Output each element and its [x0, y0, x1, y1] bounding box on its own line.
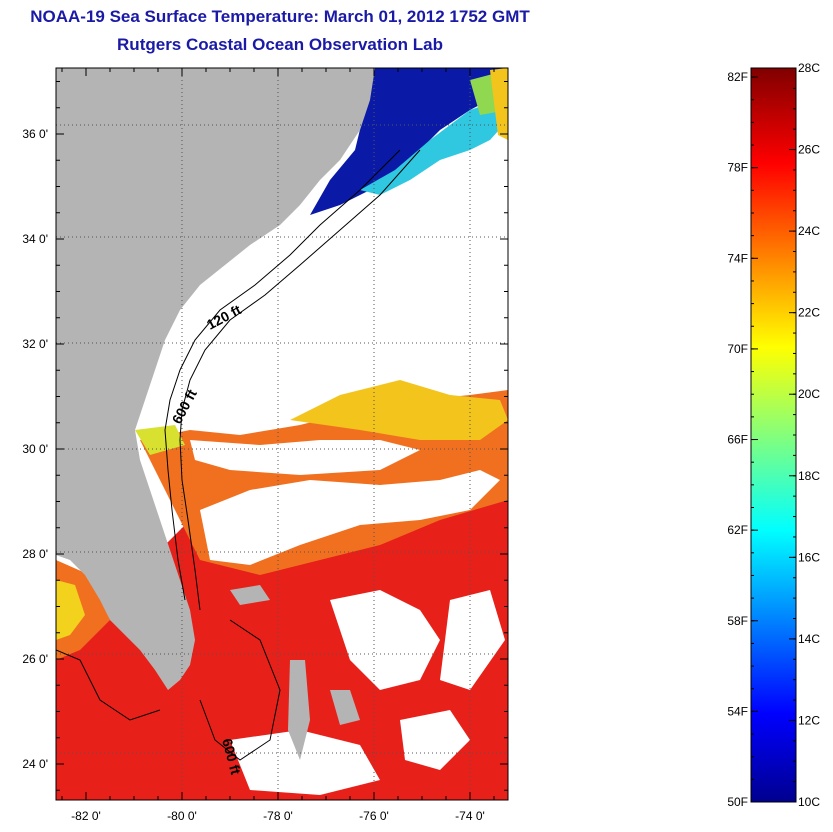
colorbar-c-label: 28C	[798, 61, 820, 75]
map-subtitle: Rutgers Coastal Ocean Observation Lab	[117, 35, 443, 54]
axis-labels: -82 0' -80 0' -78 0' -76 0' -74 0' 36 0' 34 0'…	[22, 127, 484, 823]
cloud-patch	[190, 440, 420, 475]
lat-tick-label: 30 0'	[22, 442, 48, 456]
sst-yellow-region	[290, 380, 508, 440]
island	[288, 660, 310, 760]
cloud-patch	[330, 590, 440, 690]
lon-tick-label: -74 0'	[455, 809, 485, 823]
island	[330, 690, 360, 725]
colorbar-f-label: 66F	[727, 433, 748, 447]
colorbar-f-label: 58F	[727, 614, 748, 628]
map-frame	[55, 67, 509, 801]
fahrenheit-scale: 82F 78F 74F 70F 66F 62F 58F 54F 50F	[727, 70, 758, 809]
sst-cold-region	[310, 68, 508, 215]
axis-ticks	[56, 68, 508, 800]
cloud-patch	[200, 470, 500, 565]
lat-tick-label: 36 0'	[22, 127, 48, 141]
sst-yellow-region-2	[56, 580, 85, 640]
island	[230, 585, 270, 605]
colorbar-f-label: 62F	[727, 523, 748, 537]
lon-tick-label: -78 0'	[263, 809, 293, 823]
lon-tick-label: -82 0'	[71, 809, 101, 823]
grid-lines	[56, 68, 508, 800]
lat-tick-label: 24 0'	[22, 757, 48, 771]
depth-contour-120ft	[164, 149, 401, 601]
colorbar-c-label: 10C	[798, 795, 820, 809]
sst-yellow-region-3	[135, 425, 185, 455]
map-title: NOAA-19 Sea Surface Temperature: March 0…	[30, 7, 530, 26]
lat-tick-label: 28 0'	[22, 547, 48, 561]
cloud-patch	[440, 590, 505, 690]
depth-contour-gulf	[56, 649, 161, 721]
lat-tick-label: 32 0'	[22, 337, 48, 351]
colorbar-c-label: 16C	[798, 550, 820, 564]
lat-tick-label: 26 0'	[22, 652, 48, 666]
colorbar-c-label: 26C	[798, 143, 820, 157]
lon-tick-label: -76 0'	[359, 809, 389, 823]
colorbar-c-label: 22C	[798, 306, 820, 320]
colorbar-f-label: 74F	[727, 251, 748, 265]
colorbar-f-label: 50F	[727, 795, 748, 809]
colorbar-f-label: 70F	[727, 342, 748, 356]
colorbar-c-label: 18C	[798, 469, 820, 483]
celsius-scale: 28C 26C 24C 22C 20C 18C 16C 14C 12C 10C	[789, 61, 820, 809]
colorbar-c-label: 20C	[798, 387, 820, 401]
lat-tick-label: 34 0'	[22, 232, 48, 246]
sst-cyan-region	[360, 100, 508, 195]
colorbar-f-label: 82F	[727, 70, 748, 84]
lon-tick-label: -80 0'	[167, 809, 197, 823]
colorbar-f-label: 78F	[727, 161, 748, 175]
colorbar-gradient	[750, 67, 797, 803]
land-mass	[56, 68, 375, 690]
cloud-patch	[230, 730, 380, 795]
colorbar-f-label: 54F	[727, 704, 748, 718]
colorbar-c-label: 24C	[798, 224, 820, 238]
colorbar-c-label: 14C	[798, 632, 820, 646]
depth-contour-bahamas	[199, 619, 281, 761]
colorbar-c-label: 12C	[798, 713, 820, 727]
depth-contour-600ft	[179, 149, 421, 611]
sst-yellow-north	[490, 68, 508, 140]
cloud-patch	[400, 710, 470, 770]
